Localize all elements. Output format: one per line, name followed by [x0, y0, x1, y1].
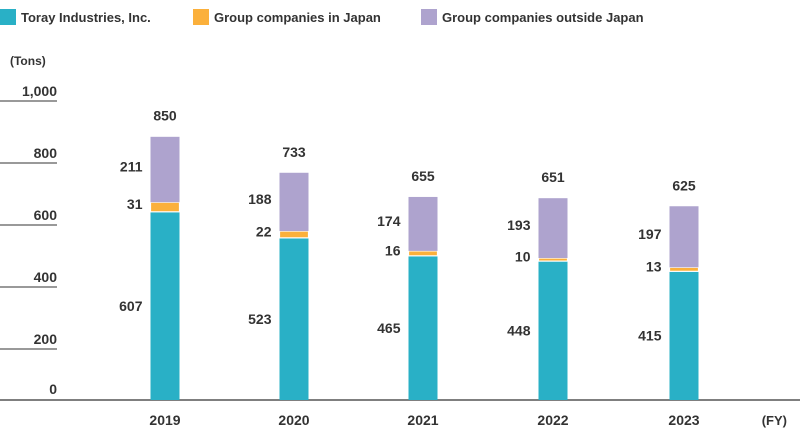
value-label-toray: 415	[638, 328, 662, 344]
x-tick-label: 2019	[149, 412, 180, 428]
y-axis-title: (Tons)	[10, 54, 46, 68]
legend-swatch-toray	[0, 9, 16, 25]
y-tick-label: 1,000	[22, 83, 57, 99]
x-tick-label: 2020	[278, 412, 309, 428]
value-label-group-japan: 31	[127, 196, 143, 212]
y-tick-label: 600	[34, 207, 58, 223]
legend-swatch-outside	[421, 9, 437, 25]
x-axis-title: (FY)	[762, 413, 787, 428]
bar-group-outside	[669, 206, 699, 268]
legend-swatch-japan	[193, 9, 209, 25]
bar-group-japan	[668, 266, 700, 272]
value-label-group-outside: 197	[638, 226, 662, 242]
total-label: 625	[672, 177, 696, 193]
total-label: 651	[541, 169, 565, 185]
total-label: 850	[153, 108, 177, 124]
value-label-group-japan: 16	[385, 242, 401, 258]
bar-group-outside	[279, 172, 309, 232]
value-label-group-outside: 193	[507, 217, 531, 233]
value-label-group-japan: 22	[256, 223, 272, 239]
chart-legend: Toray Industries, Inc. Group companies i…	[0, 6, 800, 28]
value-label-toray: 523	[248, 311, 272, 327]
bar-group-outside	[538, 198, 568, 259]
bar-group-japan	[537, 257, 569, 262]
bar-group-outside	[150, 136, 180, 203]
bar-toray	[279, 237, 309, 400]
value-label-group-japan: 10	[515, 249, 531, 265]
bar-toray	[408, 255, 438, 400]
value-label-toray: 448	[507, 323, 531, 339]
x-tick-label: 2021	[407, 412, 438, 428]
x-tick-label: 2022	[537, 412, 568, 428]
value-label-toray: 607	[119, 298, 143, 314]
value-label-group-outside: 174	[377, 213, 401, 229]
value-label-group-outside: 211	[120, 159, 143, 175]
total-label: 655	[411, 168, 435, 184]
legend-label-japan: Group companies in Japan	[214, 9, 381, 25]
value-label-toray: 465	[377, 320, 401, 336]
y-tick-label: 400	[34, 269, 58, 285]
bar-toray	[669, 271, 699, 400]
y-tick-label: 0	[49, 381, 57, 397]
bar-toray	[150, 211, 180, 400]
value-label-group-japan: 13	[646, 258, 662, 274]
legend-item-toray: Toray Industries, Inc.	[0, 6, 151, 28]
legend-label-toray: Toray Industries, Inc.	[21, 9, 151, 25]
y-tick-label: 800	[34, 145, 58, 161]
total-label: 733	[282, 144, 306, 160]
bar-toray	[538, 261, 568, 400]
bar-group-japan	[278, 230, 310, 239]
legend-item-japan: Group companies in Japan	[193, 6, 381, 28]
bar-group-japan	[149, 201, 181, 213]
x-tick-label: 2023	[668, 412, 699, 428]
legend-item-outside: Group companies outside Japan	[421, 6, 644, 28]
bar-group-outside	[408, 196, 438, 251]
value-label-group-outside: 188	[248, 191, 272, 207]
legend-label-outside: Group companies outside Japan	[442, 9, 644, 25]
bar-group-japan	[407, 250, 439, 257]
y-tick-label: 200	[34, 331, 58, 347]
